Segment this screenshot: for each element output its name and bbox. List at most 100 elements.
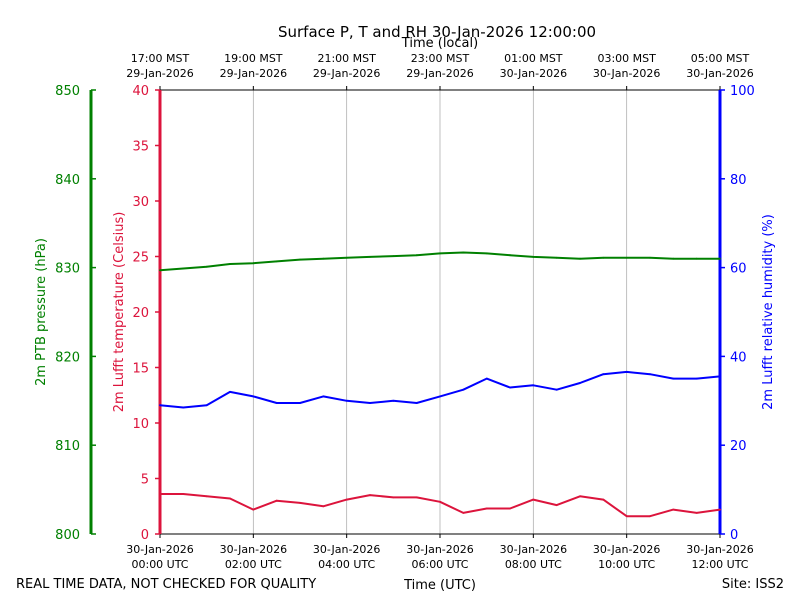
axis-tick-label: 810 (55, 439, 80, 454)
data-point-pressure (439, 252, 441, 255)
series-lines (159, 251, 721, 518)
axis-tick-label: 840 (55, 173, 80, 188)
data-point-pressure (229, 263, 231, 265)
data-point-temperature (322, 505, 325, 508)
data-point-pressure (392, 255, 395, 257)
data-point-pressure (159, 269, 161, 272)
data-point-temperature (205, 495, 208, 498)
data-point-temperature (252, 508, 255, 511)
axis-tick-label: 850 (55, 84, 80, 99)
local-tick-label: 23:00 MST (411, 52, 470, 65)
axis-tick-label: 820 (55, 350, 80, 365)
data-point-humidity (159, 404, 161, 407)
utc-tick-date: 30-Jan-2026 (593, 543, 661, 556)
data-point-pressure (555, 256, 558, 259)
data-point-pressure (672, 257, 675, 260)
axis-tick-label: 25 (132, 251, 149, 266)
data-point-temperature (485, 507, 488, 510)
humidity-axis: 0 20 40 60 80 100 (718, 84, 755, 543)
quality-disclaimer: REAL TIME DATA, NOT CHECKED FOR QUALITY (16, 577, 316, 592)
data-point-temperature (509, 507, 511, 510)
utc-tick-label: 00:00 UTC (131, 558, 188, 571)
data-point-humidity (719, 375, 721, 378)
local-tick-date: 30-Jan-2026 (593, 67, 661, 80)
utc-tick-label: 04:00 UTC (318, 558, 375, 571)
axis-tick-label: 40 (132, 84, 149, 99)
pressure-axis: 800 810 820 830 840 850 (55, 84, 96, 543)
utc-tick-date: 30-Jan-2026 (313, 543, 381, 556)
data-point-pressure (415, 254, 418, 257)
data-point-pressure (532, 256, 535, 258)
data-point-humidity (345, 399, 348, 402)
data-point-pressure (182, 267, 185, 270)
data-point-temperature (649, 515, 651, 518)
utc-time-axis: 30-Jan-2026 00:00 UTC 30-Jan-2026 02:00 UTC… (126, 534, 754, 571)
axis-tick-label: 80 (730, 173, 747, 188)
data-point-temperature (299, 502, 301, 504)
local-tick-label: 21:00 MST (317, 52, 376, 65)
utc-tick-label: 12:00 UTC (691, 558, 748, 571)
data-point-pressure (485, 252, 488, 255)
local-tick-date: 30-Jan-2026 (686, 67, 754, 80)
data-point-humidity (229, 391, 231, 393)
data-point-temperature (719, 508, 721, 511)
data-point-humidity (555, 388, 558, 391)
utc-tick-label: 08:00 UTC (505, 558, 562, 571)
data-point-pressure (695, 257, 698, 260)
local-tick-label: 19:00 MST (224, 52, 283, 65)
data-point-pressure (275, 260, 278, 263)
data-point-pressure (579, 257, 581, 260)
data-point-humidity (322, 395, 325, 398)
top-axis-label: Time (local) (401, 36, 478, 51)
data-point-temperature (345, 498, 348, 501)
data-point-humidity (252, 395, 255, 398)
local-tick-label: 03:00 MST (597, 52, 656, 65)
data-point-humidity (625, 371, 628, 373)
temperature-axis-label: 2m Lufft temperature (Celsius) (112, 212, 127, 413)
data-point-temperature (462, 512, 465, 514)
axis-tick-label: 10 (132, 417, 149, 432)
data-point-humidity (672, 377, 675, 380)
local-tick-date: 30-Jan-2026 (500, 67, 568, 80)
axis-tick-label: 830 (55, 262, 80, 277)
data-point-humidity (602, 373, 605, 376)
axis-tick-label: 5 (141, 473, 149, 488)
data-point-temperature (392, 496, 395, 499)
data-point-pressure (252, 262, 255, 265)
data-point-temperature (229, 497, 231, 500)
data-point-temperature (625, 515, 628, 518)
data-point-pressure (625, 256, 628, 259)
utc-tick-date: 30-Jan-2026 (686, 543, 754, 556)
axis-tick-label: 15 (132, 362, 149, 377)
data-point-humidity (369, 402, 371, 404)
data-point-humidity (695, 377, 698, 380)
axis-tick-label: 20 (132, 306, 149, 321)
data-point-temperature (555, 504, 558, 506)
bottom-axis-label: Time (UTC) (403, 578, 476, 593)
data-point-pressure (345, 256, 348, 259)
data-point-humidity (299, 402, 301, 404)
data-point-pressure (299, 258, 301, 261)
data-point-humidity (205, 404, 208, 407)
axis-tick-label: 20 (730, 439, 747, 454)
axis-tick-label: 35 (132, 140, 149, 155)
axis-tick-label: 60 (730, 262, 747, 277)
utc-tick-label: 06:00 UTC (411, 558, 468, 571)
data-point-humidity (275, 402, 278, 404)
data-point-pressure (602, 256, 605, 259)
local-tick-date: 29-Jan-2026 (126, 67, 194, 80)
local-time-axis: 17:00 MST 29-Jan-2026 19:00 MST 29-Jan-2026… (126, 52, 754, 90)
data-point-pressure (369, 256, 371, 258)
humidity-axis-label: 2m Lufft relative humidity (%) (761, 214, 776, 410)
data-point-pressure (509, 254, 511, 257)
data-point-pressure (205, 265, 208, 268)
data-point-humidity (579, 382, 581, 384)
data-point-humidity (485, 377, 488, 380)
axis-tick-label: 0 (730, 528, 738, 543)
data-point-pressure (719, 257, 721, 260)
data-point-humidity (392, 399, 395, 402)
data-point-pressure (322, 257, 325, 260)
utc-tick-label: 02:00 UTC (225, 558, 282, 571)
data-point-temperature (415, 496, 418, 499)
